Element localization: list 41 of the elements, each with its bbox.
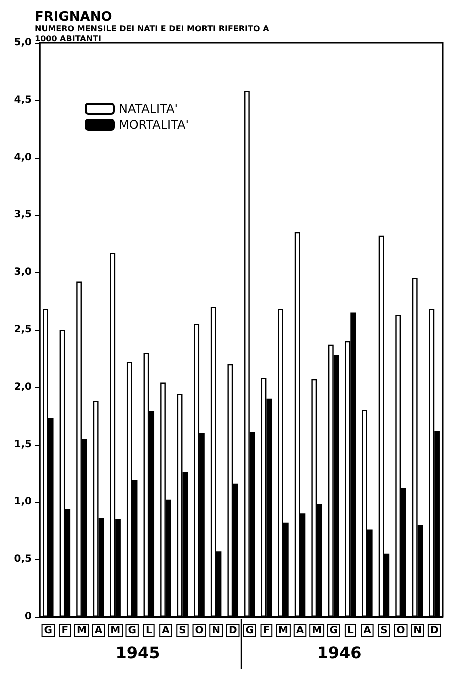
y-tick-label: 0,5 (14, 554, 32, 566)
legend-label: NATALITA' (119, 102, 178, 116)
y-tick-label: 2,0 (14, 382, 32, 393)
y-tick-label: 4,0 (14, 152, 32, 164)
chart-title: FRIGNANO (35, 10, 112, 25)
x-tick-label: M (77, 626, 88, 636)
x-tick-label: M (312, 626, 322, 636)
y-tick-label: 3,0 (14, 267, 32, 278)
x-tick-label: G (128, 626, 136, 636)
x-tick-label: D (228, 626, 238, 636)
x-tick-label: D (430, 626, 439, 636)
x-tick-label: L (146, 626, 153, 636)
text: 1946 (317, 644, 362, 662)
y-tick-label: 2,5 (14, 324, 32, 336)
x-tick-label: S (380, 626, 388, 636)
x-tick-label: L (347, 626, 354, 636)
x-tick-label: A (94, 626, 103, 636)
x-tick-label: O (396, 626, 406, 636)
x-tick-label: S (179, 626, 186, 636)
y-tick-label: 1,5 (14, 439, 32, 450)
x-tick-label: A (364, 626, 372, 636)
x-tick-label: F (263, 626, 270, 636)
x-tick-label: M (278, 626, 289, 636)
x-tick-label: M (110, 626, 121, 636)
y-tick-label: 3,5 (14, 210, 32, 221)
y-tick-label: 0 (25, 612, 32, 622)
x-tick-label: A (296, 626, 304, 636)
x-tick-label: G (246, 626, 254, 636)
x-tick-label: A (162, 626, 170, 636)
x-tick-label: G (330, 626, 338, 636)
x-tick-label: N (414, 626, 422, 636)
x-tick-label: F (62, 626, 69, 636)
x-tick-label: O (195, 626, 204, 636)
chart-subtitle: NUMERO MENSILE DEI NATI E DEI MORTI RIFERITO A 1000 ABITANTI (35, 24, 272, 44)
legend-label: MORTALITA' (119, 118, 190, 132)
y-tick-label: 5,0 (14, 38, 32, 48)
text: 1945 (116, 644, 160, 662)
y-tick-label: 4,5 (14, 94, 32, 106)
x-tick-label: N (212, 626, 220, 636)
y-tick-label: 1,0 (14, 496, 32, 508)
x-tick-label: G (44, 626, 53, 636)
